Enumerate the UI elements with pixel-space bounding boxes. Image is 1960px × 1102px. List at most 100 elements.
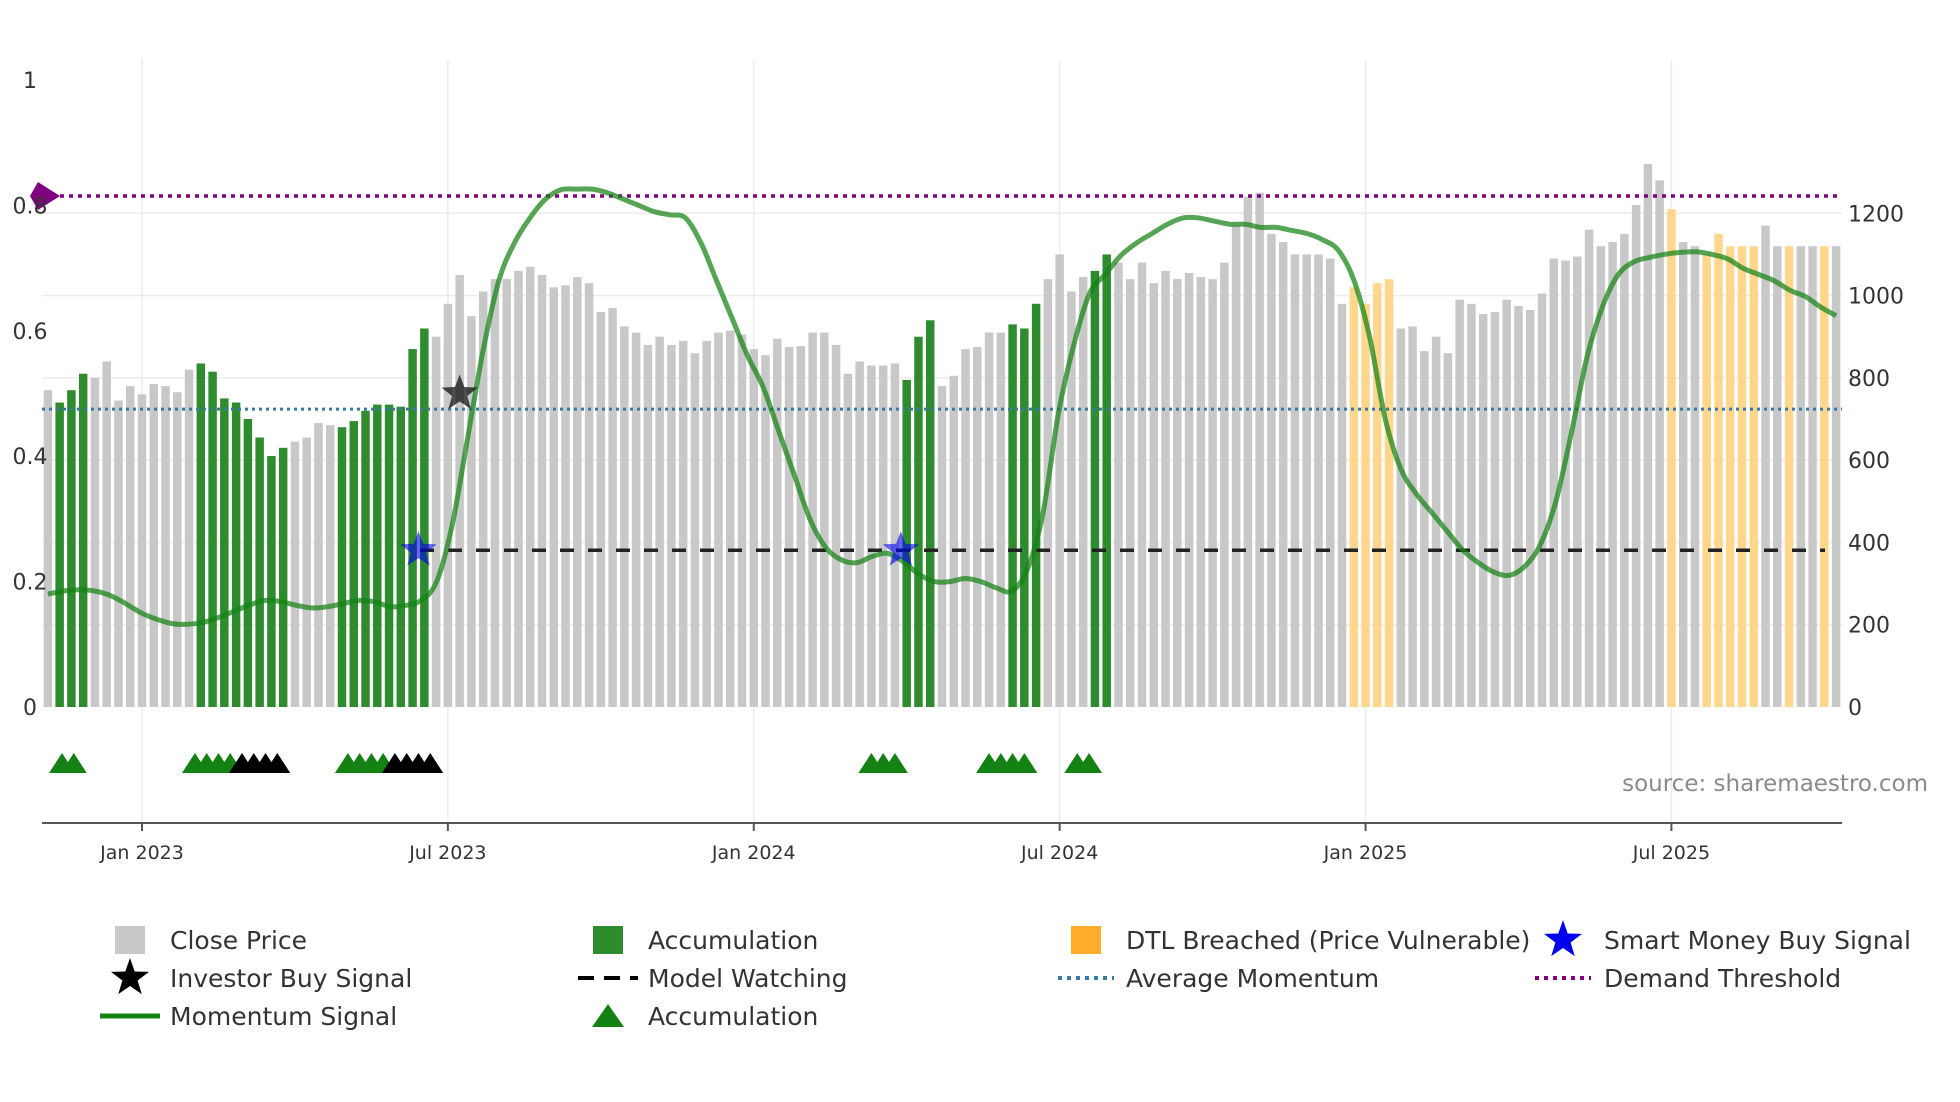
left-axis-tick-label: 0 bbox=[23, 696, 37, 721]
close-price-bar bbox=[667, 344, 676, 707]
close-price-bar bbox=[1314, 254, 1323, 707]
legend-label: Investor Buy Signal bbox=[170, 964, 412, 993]
close-price-bar bbox=[1161, 270, 1170, 707]
legend-accumulation-triangle-icon bbox=[592, 1004, 624, 1027]
x-axis-tick-label: Jul 2025 bbox=[1632, 842, 1710, 864]
close-price-bar bbox=[1831, 246, 1841, 707]
dtl-breached-bar bbox=[1384, 279, 1394, 707]
close-price-bar bbox=[537, 275, 547, 707]
close-price-bar bbox=[1337, 303, 1347, 707]
close-price-bar bbox=[1620, 233, 1629, 707]
left-axis-tick-label: 1 bbox=[23, 69, 37, 94]
right-axis-tick-label: 600 bbox=[1848, 449, 1890, 474]
close-price-bar bbox=[137, 394, 147, 707]
legend-label: Demand Threshold bbox=[1604, 964, 1841, 993]
accumulation-bar bbox=[361, 410, 370, 707]
accumulation-triangle bbox=[60, 753, 87, 773]
close-price-bar bbox=[526, 266, 535, 707]
x-axis-tick-label: Jan 2024 bbox=[711, 842, 796, 864]
dtl-breached-bar bbox=[1784, 246, 1794, 707]
close-price-bar bbox=[149, 384, 158, 707]
accumulation-triangles bbox=[49, 753, 1103, 773]
close-price-bar bbox=[702, 340, 711, 707]
close-price-bar bbox=[1243, 196, 1253, 708]
close-price-bar bbox=[561, 285, 570, 707]
markers bbox=[400, 374, 919, 566]
legend-label: Accumulation bbox=[648, 926, 818, 955]
accumulation-bar bbox=[914, 336, 923, 707]
close-price-bar bbox=[490, 279, 500, 707]
close-price-bar bbox=[714, 332, 723, 707]
close-price-bar bbox=[1067, 291, 1076, 707]
accumulation-bar bbox=[926, 320, 935, 707]
close-price-bar bbox=[890, 363, 900, 707]
close-price-bar bbox=[1690, 246, 1700, 707]
close-price-bar bbox=[1184, 272, 1194, 707]
close-price-bar bbox=[161, 386, 170, 707]
accumulation-bar bbox=[267, 456, 276, 707]
close-price-bar bbox=[843, 373, 853, 707]
close-price-bar bbox=[1220, 262, 1229, 707]
close-price-bar bbox=[1584, 229, 1594, 707]
accumulation-triangle bbox=[1076, 753, 1103, 773]
left-axis-tick-label: 0.6 bbox=[13, 320, 48, 345]
left-axis-tick-label: 0.4 bbox=[13, 445, 48, 470]
close-price-bar bbox=[184, 369, 194, 707]
accumulation-bar bbox=[255, 437, 264, 707]
close-price-bar bbox=[1196, 277, 1206, 707]
legend-smart-money-star-icon bbox=[1543, 920, 1583, 957]
legend-label: Momentum Signal bbox=[170, 1002, 397, 1031]
dtl-breached-bar bbox=[1373, 283, 1382, 707]
close-price-bar bbox=[1643, 163, 1653, 707]
close-price-bar bbox=[1773, 246, 1782, 707]
legend-label: Close Price bbox=[170, 926, 307, 955]
legend-label: Model Watching bbox=[648, 964, 848, 993]
dtl-breached-bar bbox=[1702, 254, 1711, 707]
momentum-line-group bbox=[47, 186, 1838, 627]
accumulation-bar bbox=[231, 402, 241, 707]
close-price-bar bbox=[773, 338, 782, 707]
legend-dtl-swatch bbox=[1071, 926, 1101, 954]
right-axis-tick-label: 1000 bbox=[1848, 285, 1904, 310]
legend-label: Average Momentum bbox=[1126, 964, 1379, 993]
accumulation-bar bbox=[67, 390, 76, 707]
close-price-bar bbox=[1467, 303, 1476, 707]
close-price-bar bbox=[1078, 277, 1088, 707]
close-price-bar bbox=[1255, 192, 1264, 707]
close-price-bar bbox=[1278, 242, 1288, 708]
close-price-bar bbox=[1796, 246, 1806, 707]
close-price-bar bbox=[1573, 256, 1582, 707]
close-price-bar bbox=[1290, 254, 1300, 707]
dtl-breached-bar bbox=[1820, 246, 1829, 707]
accumulation-bar bbox=[208, 371, 217, 707]
legend-investor-star-icon bbox=[110, 958, 150, 995]
close-price-bar bbox=[1302, 254, 1311, 707]
close-price-bar bbox=[596, 312, 606, 707]
close-price-bar bbox=[1526, 309, 1535, 707]
close-price-bar bbox=[1055, 254, 1064, 707]
legend-label: DTL Breached (Price Vulnerable) bbox=[1126, 926, 1530, 955]
close-price-bar bbox=[1537, 293, 1547, 707]
close-price-bar bbox=[643, 344, 653, 707]
close-price-bar bbox=[1761, 225, 1770, 707]
legend-label: Accumulation bbox=[648, 1002, 818, 1031]
close-price-bar bbox=[443, 303, 453, 707]
legend-accumulation-swatch bbox=[593, 926, 623, 954]
right-axis-tick-label: 800 bbox=[1848, 367, 1890, 392]
dtl-breached-bar bbox=[1726, 246, 1735, 707]
accumulation-bar bbox=[196, 363, 206, 707]
close-price-bar bbox=[1455, 299, 1464, 707]
legend-close-price-swatch bbox=[115, 926, 145, 954]
accumulation-bar bbox=[243, 419, 253, 707]
accumulation-bar bbox=[373, 404, 382, 707]
close-price-bar bbox=[1808, 246, 1817, 707]
close-price-bar bbox=[1631, 205, 1641, 708]
accumulation-triangle bbox=[1011, 753, 1038, 773]
accumulation-bar bbox=[420, 328, 429, 707]
close-price-bar bbox=[302, 437, 311, 707]
close-price-bar bbox=[855, 361, 864, 707]
close-price-bar bbox=[1137, 262, 1147, 707]
investor-buy-signal-star bbox=[441, 374, 478, 409]
accumulation-bar bbox=[1031, 303, 1041, 707]
close-price-bar bbox=[937, 386, 947, 707]
